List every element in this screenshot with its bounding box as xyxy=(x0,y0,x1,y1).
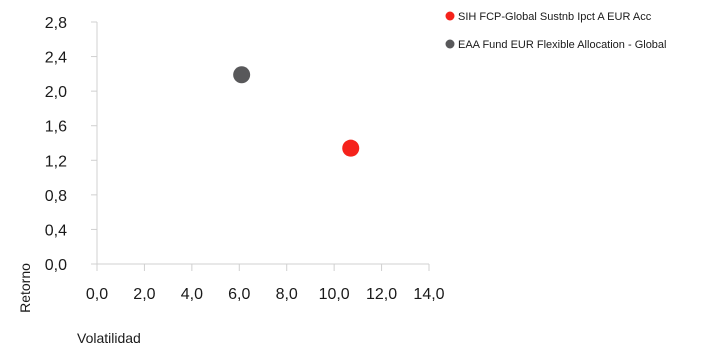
x-tick-label: 2,0 xyxy=(133,286,155,303)
x-tick-label: 4,0 xyxy=(181,286,203,303)
y-ticks: 0,0 0,4 0,8 1,2 1,6 2,0 2,4 2,8 xyxy=(45,15,97,274)
x-tick-label: 0,0 xyxy=(86,286,108,303)
data-point-series-1 xyxy=(342,139,360,157)
axes xyxy=(96,22,429,265)
x-tick-label: 6,0 xyxy=(228,286,250,303)
legend-marker xyxy=(445,11,455,21)
x-tick-label: 14,0 xyxy=(413,286,444,303)
data-points xyxy=(233,66,360,157)
y-tick-label: 2,8 xyxy=(45,15,67,32)
y-tick-label: 0,4 xyxy=(45,222,67,239)
legend-label: SIH FCP-Global Sustnb Ipct A EUR Acc xyxy=(458,11,652,23)
x-tick-label: 12,0 xyxy=(366,286,397,303)
data-point-series-2 xyxy=(233,66,251,84)
x-ticks: 0,0 2,0 4,0 6,0 8,0 10,0 12,0 14,0 xyxy=(86,264,445,303)
y-tick-label: 0,0 xyxy=(45,257,67,274)
y-tick-label: 0,8 xyxy=(45,188,67,205)
y-tick-label: 1,6 xyxy=(45,119,67,136)
y-tick-label: 1,2 xyxy=(45,153,67,170)
x-tick-label: 8,0 xyxy=(276,286,298,303)
legend-marker xyxy=(445,39,455,49)
y-tick-label: 2,4 xyxy=(45,50,67,67)
x-axis-title: Volatilidad xyxy=(77,330,141,345)
legend: SIH FCP-Global Sustnb Ipct A EUR Acc EAA … xyxy=(445,11,667,51)
y-tick-label: 2,0 xyxy=(45,84,67,101)
y-axis-title: Retorno xyxy=(17,263,33,313)
x-tick-label: 10,0 xyxy=(319,286,350,303)
legend-label: EAA Fund EUR Flexible Allocation - Globa… xyxy=(458,39,667,51)
